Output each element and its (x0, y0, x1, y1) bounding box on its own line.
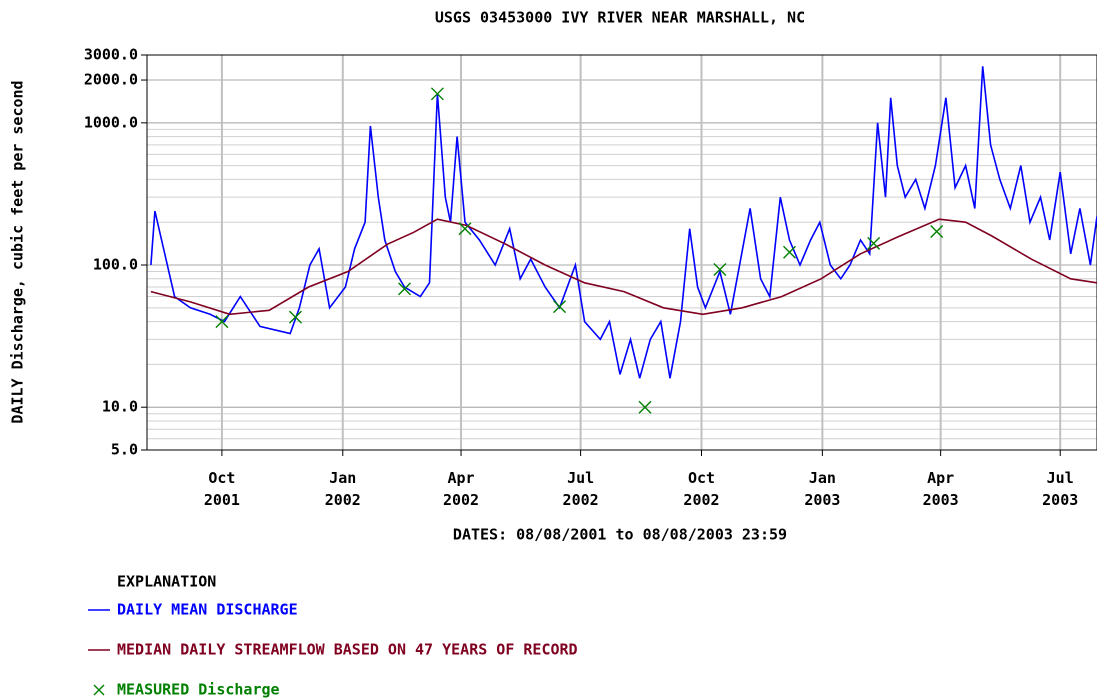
x-tick-label: Jan 2002 (325, 469, 361, 509)
subtitle: DATES: 08/08/2001 to 08/08/2003 23:59 (453, 526, 787, 544)
measured-marker (638, 400, 652, 414)
x-tick-label: Jul 2003 (1042, 469, 1078, 509)
x-tick-label: Jan 2003 (804, 469, 840, 509)
x-tick-label: Oct 2001 (204, 469, 240, 509)
measured-marker (553, 300, 567, 314)
y-tick-label: 1000.0 (84, 113, 138, 131)
legend-label: MEDIAN DAILY STREAMFLOW BASED ON 47 YEAR… (117, 641, 578, 659)
legend-swatch (93, 684, 105, 696)
legend-title: EXPLANATION (117, 573, 216, 591)
measured-marker (783, 245, 797, 259)
measured-marker (458, 222, 472, 236)
x-tick-label: Oct 2002 (683, 469, 719, 509)
x-tick-label: Apr 2003 (923, 469, 959, 509)
series-line (150, 218, 1097, 316)
y-tick-label: 2000.0 (84, 71, 138, 89)
y-axis-label: DAILY Discharge, cubic feet per second (9, 80, 27, 423)
measured-marker (398, 282, 412, 296)
plot-area (150, 66, 1097, 414)
legend-label: MEASURED Discharge (117, 681, 280, 698)
y-tick-label: 100.0 (93, 256, 138, 274)
x-tick-label: Apr 2002 (443, 469, 479, 509)
measured-marker (930, 225, 944, 239)
plot-frame (146, 54, 1097, 451)
chart-title: USGS 03453000 IVY RIVER NEAR MARSHALL, N… (435, 9, 805, 27)
x-tick-label: Jul 2002 (563, 469, 599, 509)
measured-marker (713, 263, 727, 276)
y-tick-label: 3000.0 (84, 46, 138, 64)
measured-marker (430, 87, 444, 101)
y-tick-label: 5.0 (111, 441, 138, 459)
measured-marker (867, 236, 881, 250)
y-tick-label: 10.0 (102, 398, 138, 416)
measured-marker (215, 315, 229, 329)
measured-marker (288, 310, 302, 324)
series-line (150, 66, 1097, 379)
legend-label: DAILY MEAN DISCHARGE (117, 601, 298, 619)
